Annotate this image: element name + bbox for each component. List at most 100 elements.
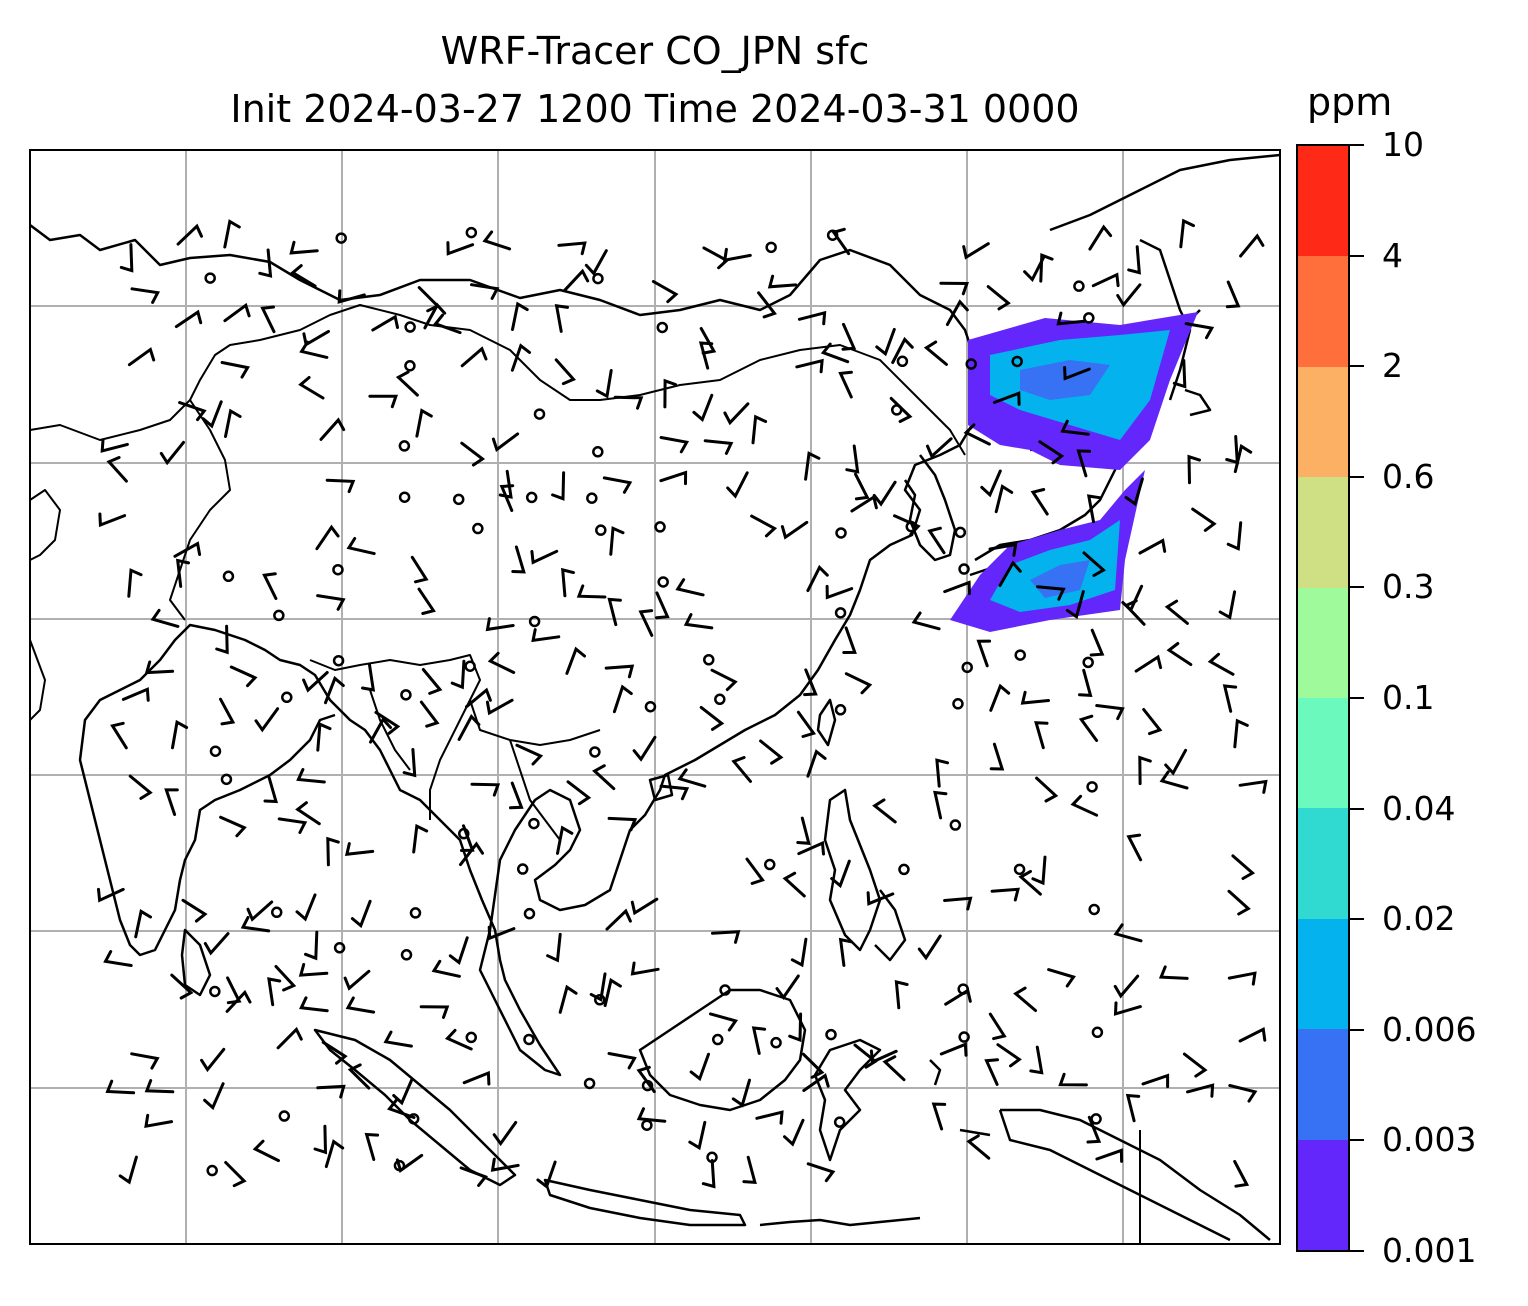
- wind-barb: [802, 1073, 830, 1092]
- colorbar-tick: [1350, 365, 1364, 368]
- wind-barb: [361, 662, 376, 692]
- country-borders: [30, 304, 1141, 1244]
- wind-barb: [313, 1124, 328, 1155]
- calm-marker: [592, 272, 604, 285]
- wind-barb: [100, 438, 129, 453]
- wind-barb: [316, 1084, 346, 1099]
- wind-barb: [745, 857, 765, 885]
- calm-marker: [961, 661, 973, 674]
- wind-barb: [767, 274, 798, 289]
- wind-barb: [782, 871, 806, 898]
- wind-barb: [298, 376, 325, 400]
- calm-marker: [1011, 355, 1023, 368]
- wind-barb: [1034, 721, 1049, 750]
- wind-barb: [702, 246, 730, 270]
- wind-barb: [1127, 245, 1141, 275]
- wind-barb: [150, 608, 180, 628]
- wind-barb: [630, 961, 660, 976]
- calm-marker: [834, 607, 847, 619]
- colorbar-segment: [1298, 808, 1348, 919]
- wind-barb: [1070, 794, 1099, 817]
- wind-barb: [993, 391, 1021, 406]
- wind-barb: [240, 915, 271, 933]
- calm-marker: [1090, 1113, 1102, 1125]
- wind-barb: [592, 764, 616, 791]
- calm-marker: [1073, 280, 1085, 292]
- wind-barb: [1113, 974, 1140, 999]
- wind-barb: [321, 1040, 348, 1065]
- map-subtitle: Init 2024-03-27 1200 Time 2024-03-31 000…: [230, 87, 1080, 131]
- wind-barb: [806, 749, 827, 778]
- wind-barb: [989, 683, 1011, 712]
- wind-barb: [412, 823, 429, 854]
- wind-barb: [1159, 770, 1189, 790]
- wind-barb: [803, 668, 818, 697]
- wind-barb: [1058, 1072, 1088, 1087]
- colorbar-tick-label: 0.02: [1382, 899, 1456, 939]
- wind-barb: [457, 713, 481, 741]
- wind-barb: [295, 801, 321, 826]
- wind-barb: [894, 979, 909, 1010]
- wind-barb: [219, 697, 236, 726]
- calm-marker: [332, 654, 345, 667]
- calm-marker: [644, 700, 657, 713]
- calm-marker: [641, 1079, 654, 1092]
- wind-barb: [820, 342, 850, 364]
- wind-barb: [838, 937, 853, 967]
- calm-marker: [1013, 863, 1026, 876]
- wind-barb: [780, 520, 809, 540]
- wind-barb: [374, 710, 401, 735]
- wind-barb: [612, 684, 633, 714]
- wind-barb: [698, 341, 714, 370]
- wind-barb: [1134, 654, 1163, 673]
- wind-barb: [1172, 359, 1187, 389]
- wind-barb: [603, 977, 622, 1008]
- wind-barb: [842, 626, 857, 654]
- colorbar-tick-label: 10: [1382, 125, 1424, 164]
- wind-barb: [302, 671, 329, 693]
- calm-marker: [465, 1031, 478, 1044]
- wind-barb: [703, 439, 734, 455]
- wind-barb: [369, 716, 392, 744]
- wind-barb: [701, 1159, 716, 1189]
- calm-marker: [896, 355, 909, 368]
- wind-barb: [709, 1012, 739, 1032]
- wind-barb: [1086, 1115, 1102, 1144]
- wind-barb: [651, 280, 679, 304]
- wind-barb: [128, 774, 153, 800]
- calm-marker: [1082, 656, 1094, 669]
- colorbar-segment: [1298, 145, 1348, 257]
- wind-barb: [203, 1082, 225, 1111]
- wind-barbs: [97, 218, 1268, 1190]
- wind-barb: [487, 651, 516, 674]
- wind-barb: [841, 322, 857, 351]
- wind-barb: [872, 480, 897, 507]
- calm-marker: [583, 1077, 596, 1090]
- wind-barb: [943, 580, 971, 595]
- calm-marker: [458, 827, 470, 840]
- wind-barb: [891, 336, 914, 364]
- wind-barb: [613, 395, 644, 410]
- wind-barb: [630, 897, 659, 916]
- wind-barb: [655, 591, 670, 620]
- wind-barb: [258, 248, 273, 278]
- colorbar-unit: ppm: [1307, 80, 1393, 124]
- wind-barb: [976, 639, 992, 668]
- calm-marker: [594, 994, 606, 1006]
- wind-barb: [1187, 454, 1201, 485]
- calm-marker: [409, 907, 422, 919]
- wind-barb: [130, 1052, 160, 1070]
- wind-barb: [605, 908, 632, 931]
- wind-barb: [1018, 869, 1042, 896]
- wind-barb: [203, 932, 230, 956]
- calm-marker: [204, 272, 216, 284]
- wind-barb: [371, 314, 399, 332]
- wind-barb: [935, 758, 950, 788]
- wind-barb: [345, 996, 376, 1014]
- wind-barb: [638, 609, 654, 637]
- wind-barb: [565, 646, 586, 675]
- wind-barb: [324, 1139, 345, 1169]
- wind-barb: [699, 705, 725, 731]
- wind-barb: [557, 241, 587, 256]
- wind-barb: [1233, 443, 1253, 474]
